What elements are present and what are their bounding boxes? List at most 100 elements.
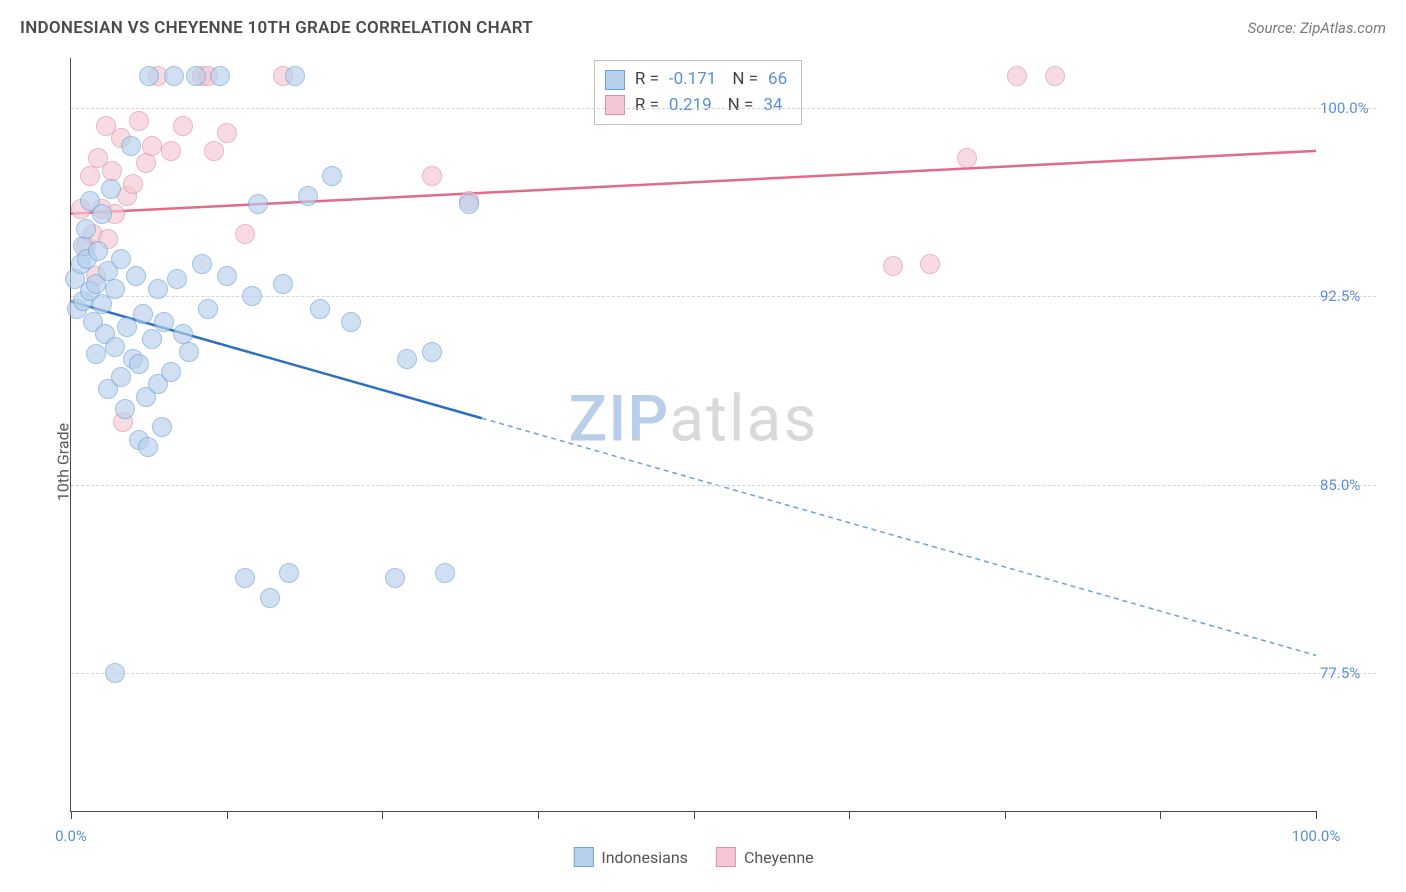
- data-point-indonesians: [179, 342, 199, 362]
- legend-label-indonesians: Indonesians: [601, 848, 688, 867]
- data-point-indonesians: [101, 179, 121, 199]
- data-point-indonesians: [341, 312, 361, 332]
- data-point-indonesians: [167, 269, 187, 289]
- data-point-indonesians: [273, 274, 293, 294]
- legend-item-cheyenne: Cheyenne: [716, 847, 814, 867]
- data-point-indonesians: [435, 563, 455, 583]
- x-tick: [227, 811, 228, 819]
- data-point-cheyenne: [204, 141, 224, 161]
- stat-row-cheyenne: R = 0.219 N = 34: [605, 93, 787, 119]
- data-point-indonesians: [133, 304, 153, 324]
- data-point-indonesians: [279, 563, 299, 583]
- data-point-cheyenne: [1007, 66, 1027, 86]
- data-point-indonesians: [148, 279, 168, 299]
- gridline: [71, 485, 1376, 486]
- correlation-stats-box: R = -0.171 N = 66 R = 0.219 N = 34: [594, 60, 802, 125]
- data-point-indonesians: [242, 286, 262, 306]
- data-point-cheyenne: [920, 254, 940, 274]
- x-tick: [694, 811, 695, 819]
- y-tick-label: 92.5%: [1320, 287, 1380, 305]
- chart-title: INDONESIAN VS CHEYENNE 10TH GRADE CORREL…: [20, 18, 533, 38]
- data-point-indonesians: [459, 194, 479, 214]
- data-point-indonesians: [88, 241, 108, 261]
- watermark-atlas: atlas: [669, 382, 818, 457]
- data-point-indonesians: [298, 186, 318, 206]
- swatch-indonesians: [605, 70, 625, 90]
- data-point-cheyenne: [161, 141, 181, 161]
- y-tick-label: 100.0%: [1320, 99, 1380, 117]
- stat-r-value-indonesians: -0.171: [669, 67, 716, 93]
- data-point-indonesians: [217, 266, 237, 286]
- legend-swatch-indonesians: [573, 847, 593, 867]
- data-point-indonesians: [154, 312, 174, 332]
- x-tick: [538, 811, 539, 819]
- plot-area: ZIPatlas R = -0.171 N = 66 R = 0.219 N =…: [70, 58, 1316, 812]
- data-point-indonesians: [138, 437, 158, 457]
- data-point-indonesians: [385, 568, 405, 588]
- y-tick-label: 77.5%: [1320, 664, 1380, 682]
- data-point-cheyenne: [422, 166, 442, 186]
- stat-n-value-indonesians: 66: [768, 67, 787, 93]
- x-tick: [71, 811, 72, 819]
- data-point-indonesians: [322, 166, 342, 186]
- data-point-cheyenne: [217, 123, 237, 143]
- data-point-indonesians: [235, 568, 255, 588]
- data-point-cheyenne: [1045, 66, 1065, 86]
- data-point-indonesians: [105, 663, 125, 683]
- data-point-indonesians: [161, 362, 181, 382]
- legend-label-cheyenne: Cheyenne: [744, 848, 814, 867]
- data-point-indonesians: [285, 66, 305, 86]
- data-point-cheyenne: [173, 116, 193, 136]
- trend-lines: [71, 58, 1316, 811]
- gridline: [71, 108, 1376, 109]
- stat-r-value-cheyenne: 0.219: [669, 93, 712, 119]
- data-point-indonesians: [126, 266, 146, 286]
- data-point-indonesians: [139, 66, 159, 86]
- data-point-cheyenne: [957, 148, 977, 168]
- data-point-indonesians: [105, 337, 125, 357]
- data-point-indonesians: [164, 66, 184, 86]
- swatch-cheyenne: [605, 95, 625, 115]
- data-point-indonesians: [192, 254, 212, 274]
- source-label: Source: ZipAtlas.com: [1248, 19, 1386, 37]
- data-point-indonesians: [397, 349, 417, 369]
- data-point-indonesians: [92, 204, 112, 224]
- x-tick-label: 0.0%: [55, 827, 87, 845]
- x-tick: [1160, 811, 1161, 819]
- x-tick: [849, 811, 850, 819]
- gridline: [71, 673, 1376, 674]
- stat-row-indonesians: R = -0.171 N = 66: [605, 67, 787, 93]
- gridline: [71, 296, 1376, 297]
- data-point-indonesians: [86, 344, 106, 364]
- data-point-cheyenne: [136, 153, 156, 173]
- data-point-indonesians: [115, 399, 135, 419]
- data-point-indonesians: [152, 417, 172, 437]
- legend-item-indonesians: Indonesians: [573, 847, 688, 867]
- bottom-legend: Indonesians Cheyenne: [573, 847, 813, 867]
- legend-swatch-cheyenne: [716, 847, 736, 867]
- data-point-indonesians: [111, 367, 131, 387]
- stat-r-label: R =: [635, 93, 659, 119]
- data-point-cheyenne: [80, 166, 100, 186]
- data-point-indonesians: [260, 588, 280, 608]
- watermark: ZIPatlas: [569, 382, 819, 457]
- data-point-indonesians: [210, 66, 230, 86]
- data-point-indonesians: [310, 299, 330, 319]
- x-tick: [1316, 811, 1317, 819]
- data-point-cheyenne: [123, 174, 143, 194]
- data-point-indonesians: [105, 279, 125, 299]
- data-point-indonesians: [186, 66, 206, 86]
- data-point-indonesians: [111, 249, 131, 269]
- x-tick: [382, 811, 383, 819]
- data-point-indonesians: [121, 136, 141, 156]
- data-point-indonesians: [198, 299, 218, 319]
- stat-n-value-cheyenne: 34: [763, 93, 782, 119]
- data-point-indonesians: [76, 219, 96, 239]
- data-point-cheyenne: [883, 256, 903, 276]
- data-point-cheyenne: [235, 224, 255, 244]
- y-tick-label: 85.0%: [1320, 476, 1380, 494]
- data-point-indonesians: [248, 194, 268, 214]
- stat-n-label: N =: [728, 93, 754, 119]
- data-point-indonesians: [142, 329, 162, 349]
- x-tick-label: 100.0%: [1292, 827, 1341, 845]
